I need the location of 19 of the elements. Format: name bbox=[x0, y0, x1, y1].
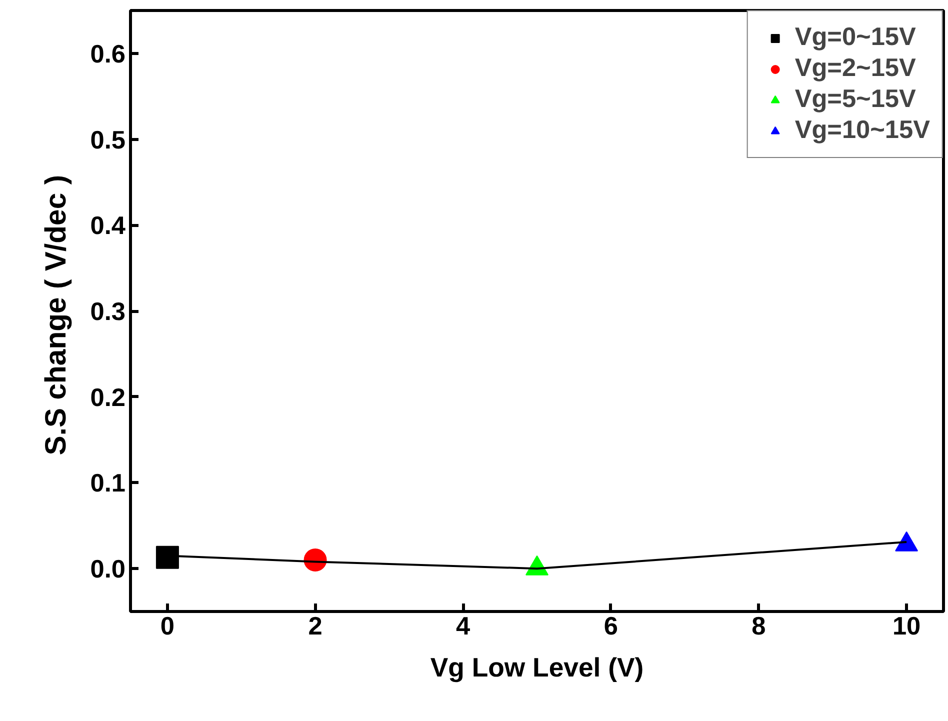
x-tick-label: 6 bbox=[604, 612, 618, 640]
x-tick-label: 0 bbox=[160, 612, 175, 640]
y-tick-label: 0.1 bbox=[90, 470, 126, 498]
x-axis-title: Vg Low Level (V) bbox=[430, 652, 644, 682]
x-tick-label: 10 bbox=[892, 612, 921, 640]
y-tick-label: 0.5 bbox=[90, 126, 126, 154]
legend-label: Vg=2~15V bbox=[794, 54, 916, 83]
y-axis-title: S.S change ( V/dec ) bbox=[39, 174, 72, 456]
x-tick-label: 2 bbox=[308, 612, 322, 640]
legend-label: Vg=10~15V bbox=[794, 116, 930, 145]
x-tick-label: 8 bbox=[752, 612, 766, 640]
legend-label: Vg=5~15V bbox=[794, 85, 916, 114]
y-tick-label: 0.3 bbox=[90, 298, 126, 326]
y-tick-label: 0.6 bbox=[90, 40, 126, 68]
y-tick-label: 0.0 bbox=[90, 556, 126, 584]
y-tick-label: 0.4 bbox=[90, 212, 126, 240]
y-tick-label: 0.2 bbox=[90, 384, 126, 412]
legend-label: Vg=0~15V bbox=[794, 23, 916, 52]
x-tick-label: 4 bbox=[456, 612, 470, 640]
